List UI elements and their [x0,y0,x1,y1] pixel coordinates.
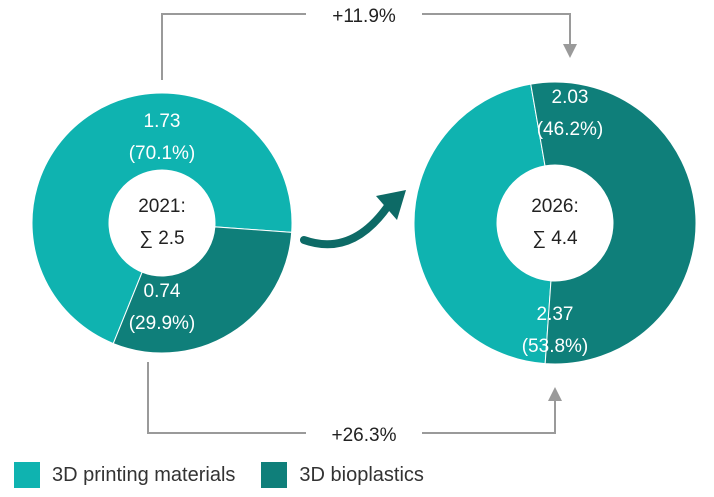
donut-1-center-label-2: ∑ 2.5 [139,228,184,249]
legend-label-printing: 3D printing materials [52,463,236,486]
legend-item-printing: 3D printing materials [14,462,235,488]
donut-1-slice-printing [31,92,293,345]
donut-1-center-label-1: 2021: [138,196,186,217]
donut-2-slice-label-printing: 2.03 (46.2%) [537,87,604,140]
trend-arrow [300,202,392,249]
donut-1-slice-label-printing: 1.73 (70.1%) [129,111,196,164]
top-growth-arrowhead [563,44,577,58]
legend-label-bioplastics: 3D bioplastics [299,463,424,486]
trend-arrowhead [376,190,406,220]
legend-swatch-bioplastics [261,462,288,488]
top-growth-label: +11.9% [332,6,396,27]
donut-2-center-label-2: ∑ 4.4 [532,228,578,249]
donut-1-slice-bioplastics [112,226,293,354]
donut-2-slice-printing [413,83,552,365]
bottom-growth-arrowhead [548,387,562,401]
donut-2-center-label-1: 2026: [531,196,579,217]
legend: 3D printing materials 3D bioplastics [14,462,450,488]
legend-item-bioplastics: 3D bioplastics [261,462,424,488]
donut-1-slice-label-bioplastics: 0.74 (29.9%) [129,281,196,334]
donut-2-slice-label-bioplastics: 2.37 (53.8%) [522,304,589,357]
legend-swatch-printing [14,462,40,488]
donut-2-slice-bioplastics [530,81,697,365]
bottom-growth-label: +26.3% [332,425,397,446]
